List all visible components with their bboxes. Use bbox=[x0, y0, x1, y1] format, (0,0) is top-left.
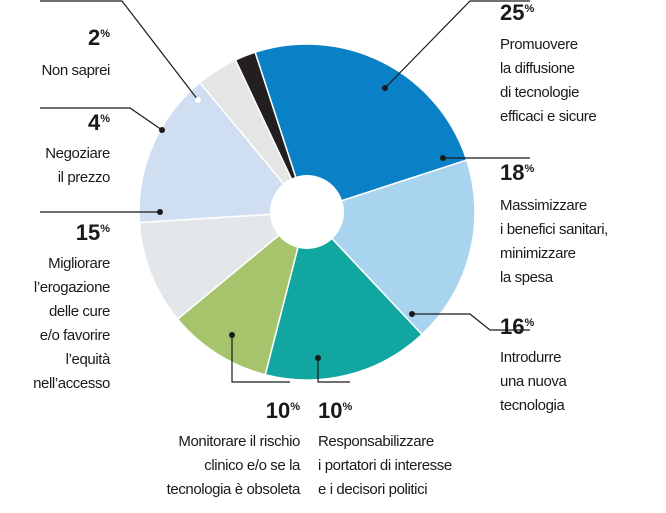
category-label: efficaci e sicure bbox=[500, 108, 596, 125]
category-label: Non saprei bbox=[41, 62, 110, 79]
value-label: 25% bbox=[500, 0, 534, 25]
value-label: 16% bbox=[500, 314, 534, 339]
category-label: il prezzo bbox=[58, 169, 110, 186]
slice bbox=[305, 159, 476, 336]
category-label: Massimizzare bbox=[500, 197, 587, 214]
value-label: 2% bbox=[88, 25, 110, 50]
slice bbox=[176, 209, 309, 376]
leader-line bbox=[317, 358, 350, 383]
leader-dot bbox=[159, 127, 165, 133]
value-label: 15% bbox=[76, 220, 110, 245]
category-label: minimizzare bbox=[500, 245, 576, 262]
leader-dot bbox=[315, 355, 321, 361]
leader-line bbox=[412, 313, 530, 331]
category-label: e/o favorire bbox=[40, 327, 110, 344]
slice bbox=[254, 43, 468, 213]
category-label: clinico e/o se la bbox=[204, 457, 301, 474]
leader-line bbox=[231, 335, 290, 383]
value: 15 bbox=[76, 220, 100, 245]
category-label: Migliorare bbox=[48, 255, 110, 272]
leader-dot bbox=[229, 332, 235, 338]
category-label: di tecnologie bbox=[500, 84, 579, 101]
category-label: e i decisori politici bbox=[318, 481, 427, 498]
leader-dot bbox=[157, 209, 163, 215]
value: 2 bbox=[88, 25, 100, 50]
category-label: delle cure bbox=[49, 303, 110, 320]
value: 10 bbox=[266, 398, 290, 423]
value-label: 18% bbox=[500, 160, 534, 185]
value-label: 4% bbox=[88, 110, 110, 135]
unit: % bbox=[100, 113, 110, 125]
category-label: Introdurre bbox=[500, 349, 561, 366]
value: 16 bbox=[500, 314, 524, 339]
unit: % bbox=[524, 163, 534, 175]
category-label: Monitorare il rischio bbox=[178, 433, 300, 450]
value: 25 bbox=[500, 0, 524, 25]
slice bbox=[264, 210, 424, 381]
value: 4 bbox=[88, 110, 101, 135]
leader-dot bbox=[382, 85, 388, 91]
category-label: l’erogazione bbox=[34, 279, 110, 296]
category-label: Negoziare bbox=[45, 145, 110, 162]
category-label: Promuovere bbox=[500, 36, 578, 53]
category-label: nell’accesso bbox=[33, 375, 110, 392]
category-label: i portatori di interesse bbox=[318, 457, 452, 474]
category-label: i benefici sanitari, bbox=[500, 221, 608, 238]
category-label: una nuova bbox=[500, 373, 568, 390]
unit: % bbox=[524, 3, 534, 15]
category-label: l’equità bbox=[66, 351, 111, 368]
leader-dot bbox=[440, 155, 446, 161]
unit: % bbox=[342, 401, 352, 413]
donut-hole bbox=[270, 175, 344, 249]
leader-line bbox=[40, 0, 199, 101]
slice bbox=[138, 211, 310, 321]
value-label: 10% bbox=[266, 398, 300, 423]
category-label: Responsabilizzare bbox=[318, 433, 434, 450]
category-label: tecnologia è obsoleta bbox=[167, 481, 301, 498]
leader-dot bbox=[409, 311, 415, 317]
slice bbox=[234, 51, 308, 213]
unit: % bbox=[290, 401, 300, 413]
unit: % bbox=[100, 223, 110, 235]
leader-dot bbox=[195, 97, 201, 103]
category-label: la diffusione bbox=[500, 60, 575, 77]
value: 10 bbox=[318, 398, 342, 423]
unit: % bbox=[524, 317, 534, 329]
unit: % bbox=[100, 28, 110, 40]
leader-line bbox=[384, 0, 530, 89]
category-label: tecnologia bbox=[500, 397, 565, 414]
leader-line bbox=[40, 107, 163, 131]
value-label: 10% bbox=[318, 398, 352, 423]
value: 18 bbox=[500, 160, 524, 185]
category-label: la spesa bbox=[500, 269, 554, 286]
